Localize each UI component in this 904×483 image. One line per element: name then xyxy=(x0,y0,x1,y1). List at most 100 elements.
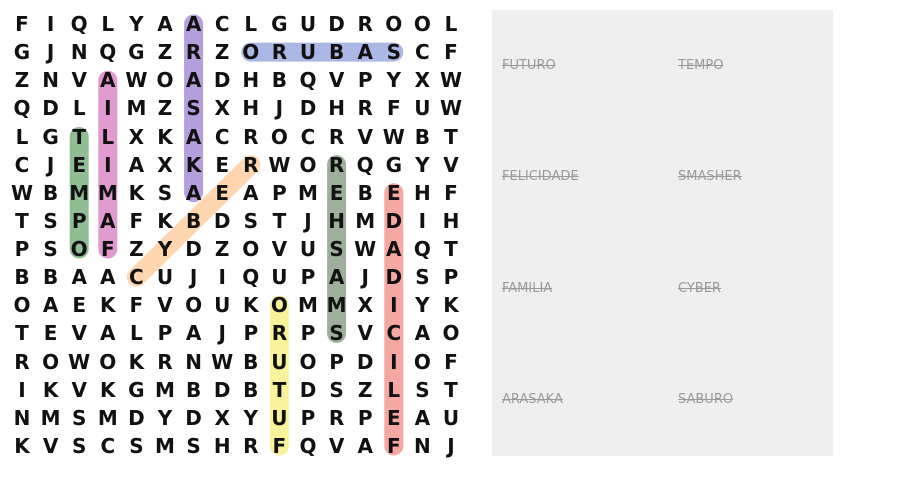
grid-cell[interactable]: D xyxy=(328,12,345,36)
grid-cell[interactable]: W xyxy=(268,152,291,177)
grid-cell[interactable]: E xyxy=(329,180,344,205)
grid-cell[interactable]: C xyxy=(300,124,316,149)
grid-cell[interactable]: S xyxy=(329,321,344,346)
grid-cell[interactable]: O xyxy=(413,349,431,374)
grid-cell[interactable]: X xyxy=(414,68,431,93)
grid-cell[interactable]: D xyxy=(299,377,317,402)
grid-cell[interactable]: O xyxy=(42,349,60,374)
grid-cell[interactable]: A xyxy=(185,12,202,36)
grid-cell[interactable]: J xyxy=(218,321,226,346)
grid-cell[interactable]: A xyxy=(100,68,116,93)
grid-cell[interactable]: X xyxy=(157,152,173,177)
grid-cell[interactable]: E xyxy=(215,152,230,177)
grid-cell[interactable]: N xyxy=(42,68,59,93)
grid-cell[interactable]: W xyxy=(354,237,377,262)
grid-cell[interactable]: L xyxy=(72,96,86,121)
grid-cell[interactable]: P xyxy=(272,180,287,205)
grid-cell[interactable]: V xyxy=(271,237,288,262)
grid-cell[interactable]: Y xyxy=(157,237,173,262)
grid-cell[interactable]: V xyxy=(71,68,87,93)
grid-cell[interactable]: T xyxy=(444,124,458,149)
grid-cell[interactable]: Z xyxy=(157,40,173,65)
grid-cell[interactable]: B xyxy=(14,265,30,290)
grid-cell[interactable]: N xyxy=(13,405,31,430)
grid-cell[interactable]: L xyxy=(130,321,143,346)
grid-cell[interactable]: A xyxy=(185,180,202,205)
grid-cell[interactable]: A xyxy=(386,237,402,262)
grid-cell[interactable]: R xyxy=(357,96,373,121)
grid-cell[interactable]: H xyxy=(414,180,431,205)
grid-cell[interactable]: O xyxy=(242,237,260,262)
grid-cell[interactable]: H xyxy=(442,208,460,233)
grid-cell[interactable]: V xyxy=(357,124,373,149)
grid-cell[interactable]: X xyxy=(214,96,230,121)
grid-cell[interactable]: P xyxy=(71,208,87,233)
grid-cell[interactable]: M xyxy=(97,180,118,205)
grid-cell[interactable]: I xyxy=(46,12,55,36)
grid-cell[interactable]: O xyxy=(270,293,288,318)
grid-cell[interactable]: T xyxy=(72,124,87,149)
grid-cell[interactable]: L xyxy=(101,124,115,149)
grid-cell[interactable]: W xyxy=(10,180,34,205)
grid-cell[interactable]: S xyxy=(329,237,344,262)
grid-cell[interactable]: W xyxy=(439,68,463,93)
grid-cell[interactable]: P xyxy=(300,321,316,346)
grid-cell[interactable]: W xyxy=(211,349,234,374)
grid-cell[interactable]: S xyxy=(415,377,430,402)
grid-cell[interactable]: J xyxy=(447,433,455,458)
grid-cell[interactable]: H xyxy=(242,96,260,121)
grid-cell[interactable]: A xyxy=(100,321,116,346)
grid-cell[interactable]: O xyxy=(242,40,260,65)
grid-cell[interactable]: R xyxy=(357,12,373,36)
grid-cell[interactable]: V xyxy=(157,293,173,318)
grid-cell[interactable]: G xyxy=(13,40,31,65)
grid-cell[interactable]: H xyxy=(213,433,231,458)
grid-cell[interactable]: E xyxy=(386,405,401,430)
grid-cell[interactable]: O xyxy=(442,321,460,346)
grid-cell[interactable]: U xyxy=(156,265,174,290)
grid-cell[interactable]: V xyxy=(328,68,345,93)
grid-cell[interactable]: W xyxy=(68,349,91,374)
grid-cell[interactable]: N xyxy=(414,433,431,458)
grid-cell[interactable]: O xyxy=(299,349,317,374)
grid-cell[interactable]: M xyxy=(298,180,318,205)
grid-cell[interactable]: O xyxy=(70,237,88,262)
grid-cell[interactable]: K xyxy=(243,293,259,318)
grid-cell[interactable]: K xyxy=(42,377,59,402)
grid-cell[interactable]: Z xyxy=(214,237,230,262)
grid-cell[interactable]: Q xyxy=(299,433,317,458)
grid-cell[interactable]: S xyxy=(415,265,430,290)
grid-cell[interactable]: H xyxy=(328,96,345,121)
grid-cell[interactable]: D xyxy=(213,208,231,233)
grid-cell[interactable]: B xyxy=(243,349,259,374)
grid-cell[interactable]: R xyxy=(271,40,288,65)
grid-cell[interactable]: U xyxy=(414,96,431,121)
grid-cell[interactable]: U xyxy=(271,405,288,430)
grid-cell[interactable]: H xyxy=(328,208,345,233)
grid-cell[interactable]: D xyxy=(299,96,317,121)
grid-cell[interactable]: P xyxy=(329,349,344,374)
grid-cell[interactable]: T xyxy=(444,237,458,262)
grid-cell[interactable]: L xyxy=(244,12,258,36)
grid-cell[interactable]: B xyxy=(328,40,345,65)
grid-cell[interactable]: Q xyxy=(356,152,374,177)
grid-cell[interactable]: B xyxy=(357,180,373,205)
grid-cell[interactable]: A xyxy=(71,265,87,290)
grid-cell[interactable]: F xyxy=(129,208,144,233)
grid-cell[interactable]: Q xyxy=(99,40,117,65)
grid-cell[interactable]: I xyxy=(390,349,398,374)
grid-cell[interactable]: J xyxy=(275,96,284,121)
grid-cell[interactable]: F xyxy=(100,237,115,262)
grid-cell[interactable]: O xyxy=(385,12,403,36)
grid-cell[interactable]: O xyxy=(185,293,203,318)
grid-cell[interactable]: E xyxy=(215,180,230,205)
grid-cell[interactable]: R xyxy=(328,405,345,430)
grid-cell[interactable]: U xyxy=(299,40,317,65)
grid-cell[interactable]: G xyxy=(42,124,59,149)
grid-cell[interactable]: T xyxy=(15,208,29,233)
grid-cell[interactable]: U xyxy=(214,293,231,318)
grid-cell[interactable]: Y xyxy=(415,152,430,177)
grid-cell[interactable]: V xyxy=(71,321,87,346)
grid-cell[interactable]: S xyxy=(71,433,87,458)
grid-cell[interactable]: R xyxy=(328,152,345,177)
